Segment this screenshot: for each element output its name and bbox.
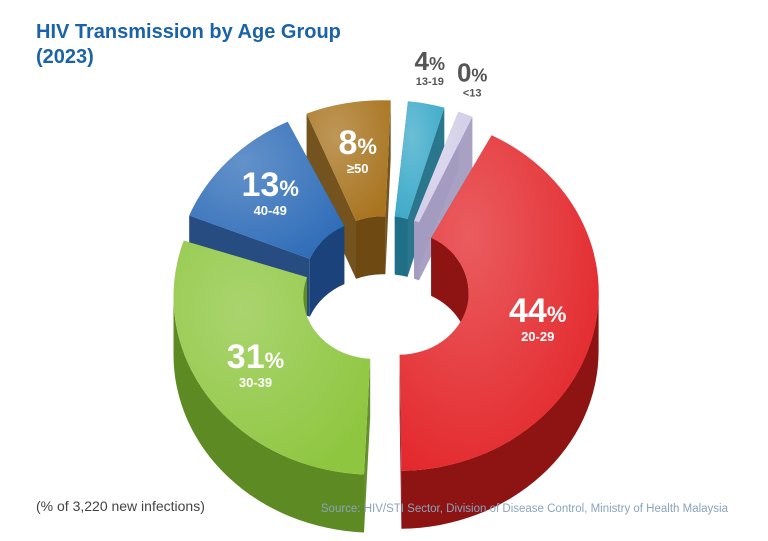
slice-highlight-gte-50 — [306, 100, 391, 221]
slice-highlight-13-19 — [394, 101, 445, 219]
footnote: (% of 3,220 new infections) — [36, 498, 205, 514]
slice-group-40-49: 40-49 — [254, 203, 287, 218]
slice-group-lt-13: <13 — [463, 88, 482, 100]
slice-value-percent-13-19: % — [429, 54, 445, 74]
slice-highlight-40-49 — [189, 121, 345, 259]
slice-tops — [173, 100, 599, 475]
slice-cut-face-gte-50 — [385, 100, 391, 275]
slice-highlight-lt-13 — [414, 111, 473, 223]
slice-group-20-29: 20-29 — [521, 329, 554, 344]
slice-value-gte-50: 8% — [338, 124, 376, 162]
slice-value-40-49: 13% — [242, 166, 299, 204]
slice-value-number-gte-50: 8 — [338, 124, 357, 162]
slice-highlight-20-29 — [399, 135, 599, 471]
slice-value-number-13-19: 4 — [415, 46, 430, 76]
slice-value-13-19: 4% — [415, 46, 445, 76]
slice-value-number-30-39: 31 — [227, 338, 265, 376]
slice-value-number-40-49: 13 — [242, 166, 280, 204]
slice-group-gte-50: ≥50 — [347, 161, 369, 176]
slice-side-20-29 — [401, 292, 599, 529]
slice-value-percent-lt-13: % — [471, 66, 487, 86]
slice-side-30-39 — [173, 296, 364, 533]
slice-value-20-29: 44% — [509, 292, 566, 330]
slice-cut-face-20-29 — [399, 354, 402, 529]
slice-value-number-lt-13: 0 — [457, 58, 471, 88]
slice-value-percent-40-49: % — [279, 176, 299, 201]
source-credit: Source: HIV/STI Sector, Division of Dise… — [320, 503, 728, 515]
chart-title-line1: HIV Transmission by Age Group — [36, 21, 341, 43]
slice-value-number-20-29: 44 — [509, 292, 547, 330]
chart-title-line2: (2023) — [36, 46, 94, 68]
slice-value-percent-20-29: % — [547, 302, 567, 327]
slice-value-percent-30-39: % — [265, 348, 285, 373]
slice-highlight-30-39 — [173, 240, 371, 475]
slice-value-30-39: 31% — [227, 338, 284, 376]
slice-value-lt-13: 0% — [457, 58, 487, 88]
slice-inner-wall-gte-50 — [356, 216, 386, 279]
slice-group-30-39: 30-39 — [239, 375, 272, 390]
slice-group-13-19: 13-19 — [416, 76, 444, 88]
slice-value-percent-gte-50: % — [357, 134, 377, 159]
chart-title: HIV Transmission by Age Group (2023) — [36, 20, 396, 70]
slice-cut-face-30-39 — [364, 358, 371, 533]
